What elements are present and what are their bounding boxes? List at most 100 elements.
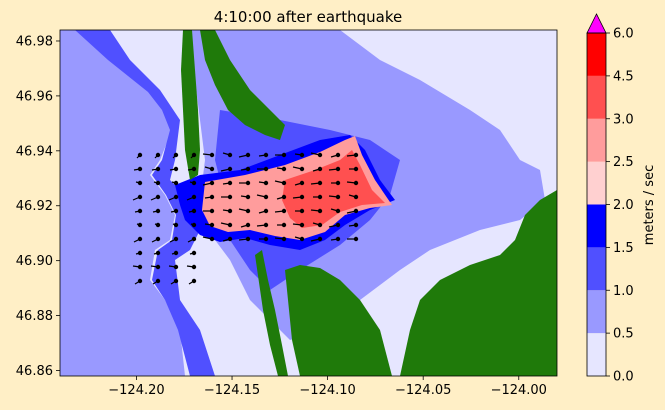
velocity-arrow-head	[281, 208, 287, 214]
velocity-arrow-head	[209, 166, 215, 172]
velocity-arrow-head	[263, 194, 269, 200]
velocity-arrow-head	[335, 208, 341, 214]
velocity-arrow-head	[155, 222, 161, 228]
velocity-arrow-head	[191, 236, 197, 242]
velocity-arrow-head	[353, 166, 359, 172]
velocity-arrow-head	[137, 208, 143, 214]
velocity-arrow-head	[245, 208, 251, 214]
velocity-arrow-head	[137, 264, 143, 270]
velocity-arrow-head	[155, 180, 161, 186]
velocity-arrow-head	[263, 236, 269, 242]
x-tick-label: −124.10	[299, 383, 355, 398]
velocity-arrow-head	[299, 180, 305, 186]
velocity-arrow-head	[245, 222, 251, 228]
colorbar-segment	[587, 333, 606, 376]
velocity-arrow-head	[263, 166, 269, 172]
colorbar-segment	[587, 247, 606, 291]
velocity-arrow-head	[335, 222, 341, 228]
velocity-arrow-head	[137, 152, 143, 158]
velocity-arrow-head	[137, 180, 143, 186]
velocity-arrow-head	[155, 194, 161, 200]
y-tick-label: 46.90	[16, 254, 53, 269]
colorbar-segment	[587, 290, 606, 334]
velocity-arrow-head	[173, 166, 179, 172]
velocity-arrow-head	[317, 166, 323, 172]
x-tick-label: −124.20	[108, 383, 164, 398]
velocity-arrow-head	[191, 194, 197, 200]
plot-frame	[59, 29, 558, 377]
colorbar-tick-label: 6.0	[613, 27, 634, 42]
x-tick-label: −124.15	[204, 383, 260, 398]
velocity-arrow-head	[245, 180, 251, 186]
colorbar-tick-label: 1.0	[613, 284, 634, 299]
velocity-arrow-head	[191, 180, 197, 186]
land-peninsula-south	[255, 250, 288, 376]
velocity-arrow-head	[227, 194, 233, 200]
colorbar-segment	[587, 33, 606, 76]
y-axis: 46.86 46.88 46.90 46.92 46.94 46.96 46.98	[16, 34, 60, 379]
velocity-arrow-head	[281, 152, 287, 158]
velocity-arrow-head	[281, 180, 287, 186]
colorbar-tick-label: 0.0	[613, 370, 634, 385]
colorbar-segment	[587, 161, 606, 205]
velocity-arrow-head	[209, 152, 215, 158]
velocity-arrow-head	[317, 222, 323, 228]
velocity-arrow-head	[137, 166, 143, 172]
velocity-arrow-head	[137, 250, 143, 256]
peak-speed-zone	[282, 150, 385, 228]
velocity-arrow-head	[209, 208, 215, 214]
velocity-arrow-head	[209, 194, 215, 200]
velocity-arrow-head	[353, 236, 359, 242]
velocity-arrow-head	[155, 278, 161, 284]
y-tick-label: 46.94	[16, 144, 53, 159]
velocity-arrow-head	[317, 180, 323, 186]
velocity-arrow-head	[191, 250, 197, 256]
land-peninsula-north	[181, 30, 200, 180]
colorbar-segment	[587, 75, 606, 119]
velocity-arrow-head	[317, 194, 323, 200]
colorbar-segment	[587, 118, 606, 162]
velocity-arrow-head	[173, 208, 179, 214]
x-axis: −124.20 −124.15 −124.10 −124.05 −124.00	[108, 376, 547, 398]
velocity-arrows	[132, 152, 359, 285]
colorbar-tick-label: 0.5	[613, 327, 634, 342]
y-tick-label: 46.86	[16, 364, 53, 379]
velocity-arrow-head	[191, 278, 197, 284]
velocity-arrow-head	[263, 180, 269, 186]
velocity-arrow-head	[209, 236, 215, 242]
colorbar-tick-label: 1.5	[613, 241, 634, 256]
x-tick-label: −124.00	[491, 383, 547, 398]
velocity-arrow-head	[137, 222, 143, 228]
velocity-arrow-head	[299, 152, 305, 158]
colorbar: 0.0 0.5 1.0 1.5 2.0 2.5 3.0 4.5 6.0	[586, 13, 634, 385]
velocity-arrow-head	[317, 152, 323, 158]
velocity-arrow-head	[245, 194, 251, 200]
velocity-arrow-head	[245, 236, 251, 242]
velocity-arrow-head	[353, 208, 359, 214]
land-south-coast	[285, 265, 392, 376]
velocity-arrow-head	[245, 166, 251, 172]
velocity-arrow-head	[281, 166, 287, 172]
velocity-arrow-head	[227, 180, 233, 186]
velocity-arrow-head	[227, 208, 233, 214]
velocity-arrow-head	[173, 180, 179, 186]
velocity-arrow-head	[245, 152, 251, 158]
velocity-arrow-head	[281, 222, 287, 228]
velocity-arrow-head	[263, 208, 269, 214]
velocity-arrow-head	[335, 152, 341, 158]
velocity-arrow-head	[173, 236, 179, 242]
velocity-arrow-head	[137, 194, 143, 200]
land-north	[200, 30, 285, 140]
colorbar-label: meters / sec	[642, 165, 657, 245]
velocity-arrow-head	[335, 236, 341, 242]
velocity-arrow-head	[299, 222, 305, 228]
velocity-arrow-head	[227, 152, 233, 158]
colorbar-tick-label: 3.0	[613, 112, 634, 127]
colorbar-tick-label: 4.5	[613, 69, 634, 84]
velocity-arrow-head	[173, 264, 179, 270]
x-tick-label: −124.05	[395, 383, 451, 398]
velocity-arrow-head	[227, 222, 233, 228]
velocity-arrow-head	[155, 250, 161, 256]
velocity-arrow-head	[263, 222, 269, 228]
